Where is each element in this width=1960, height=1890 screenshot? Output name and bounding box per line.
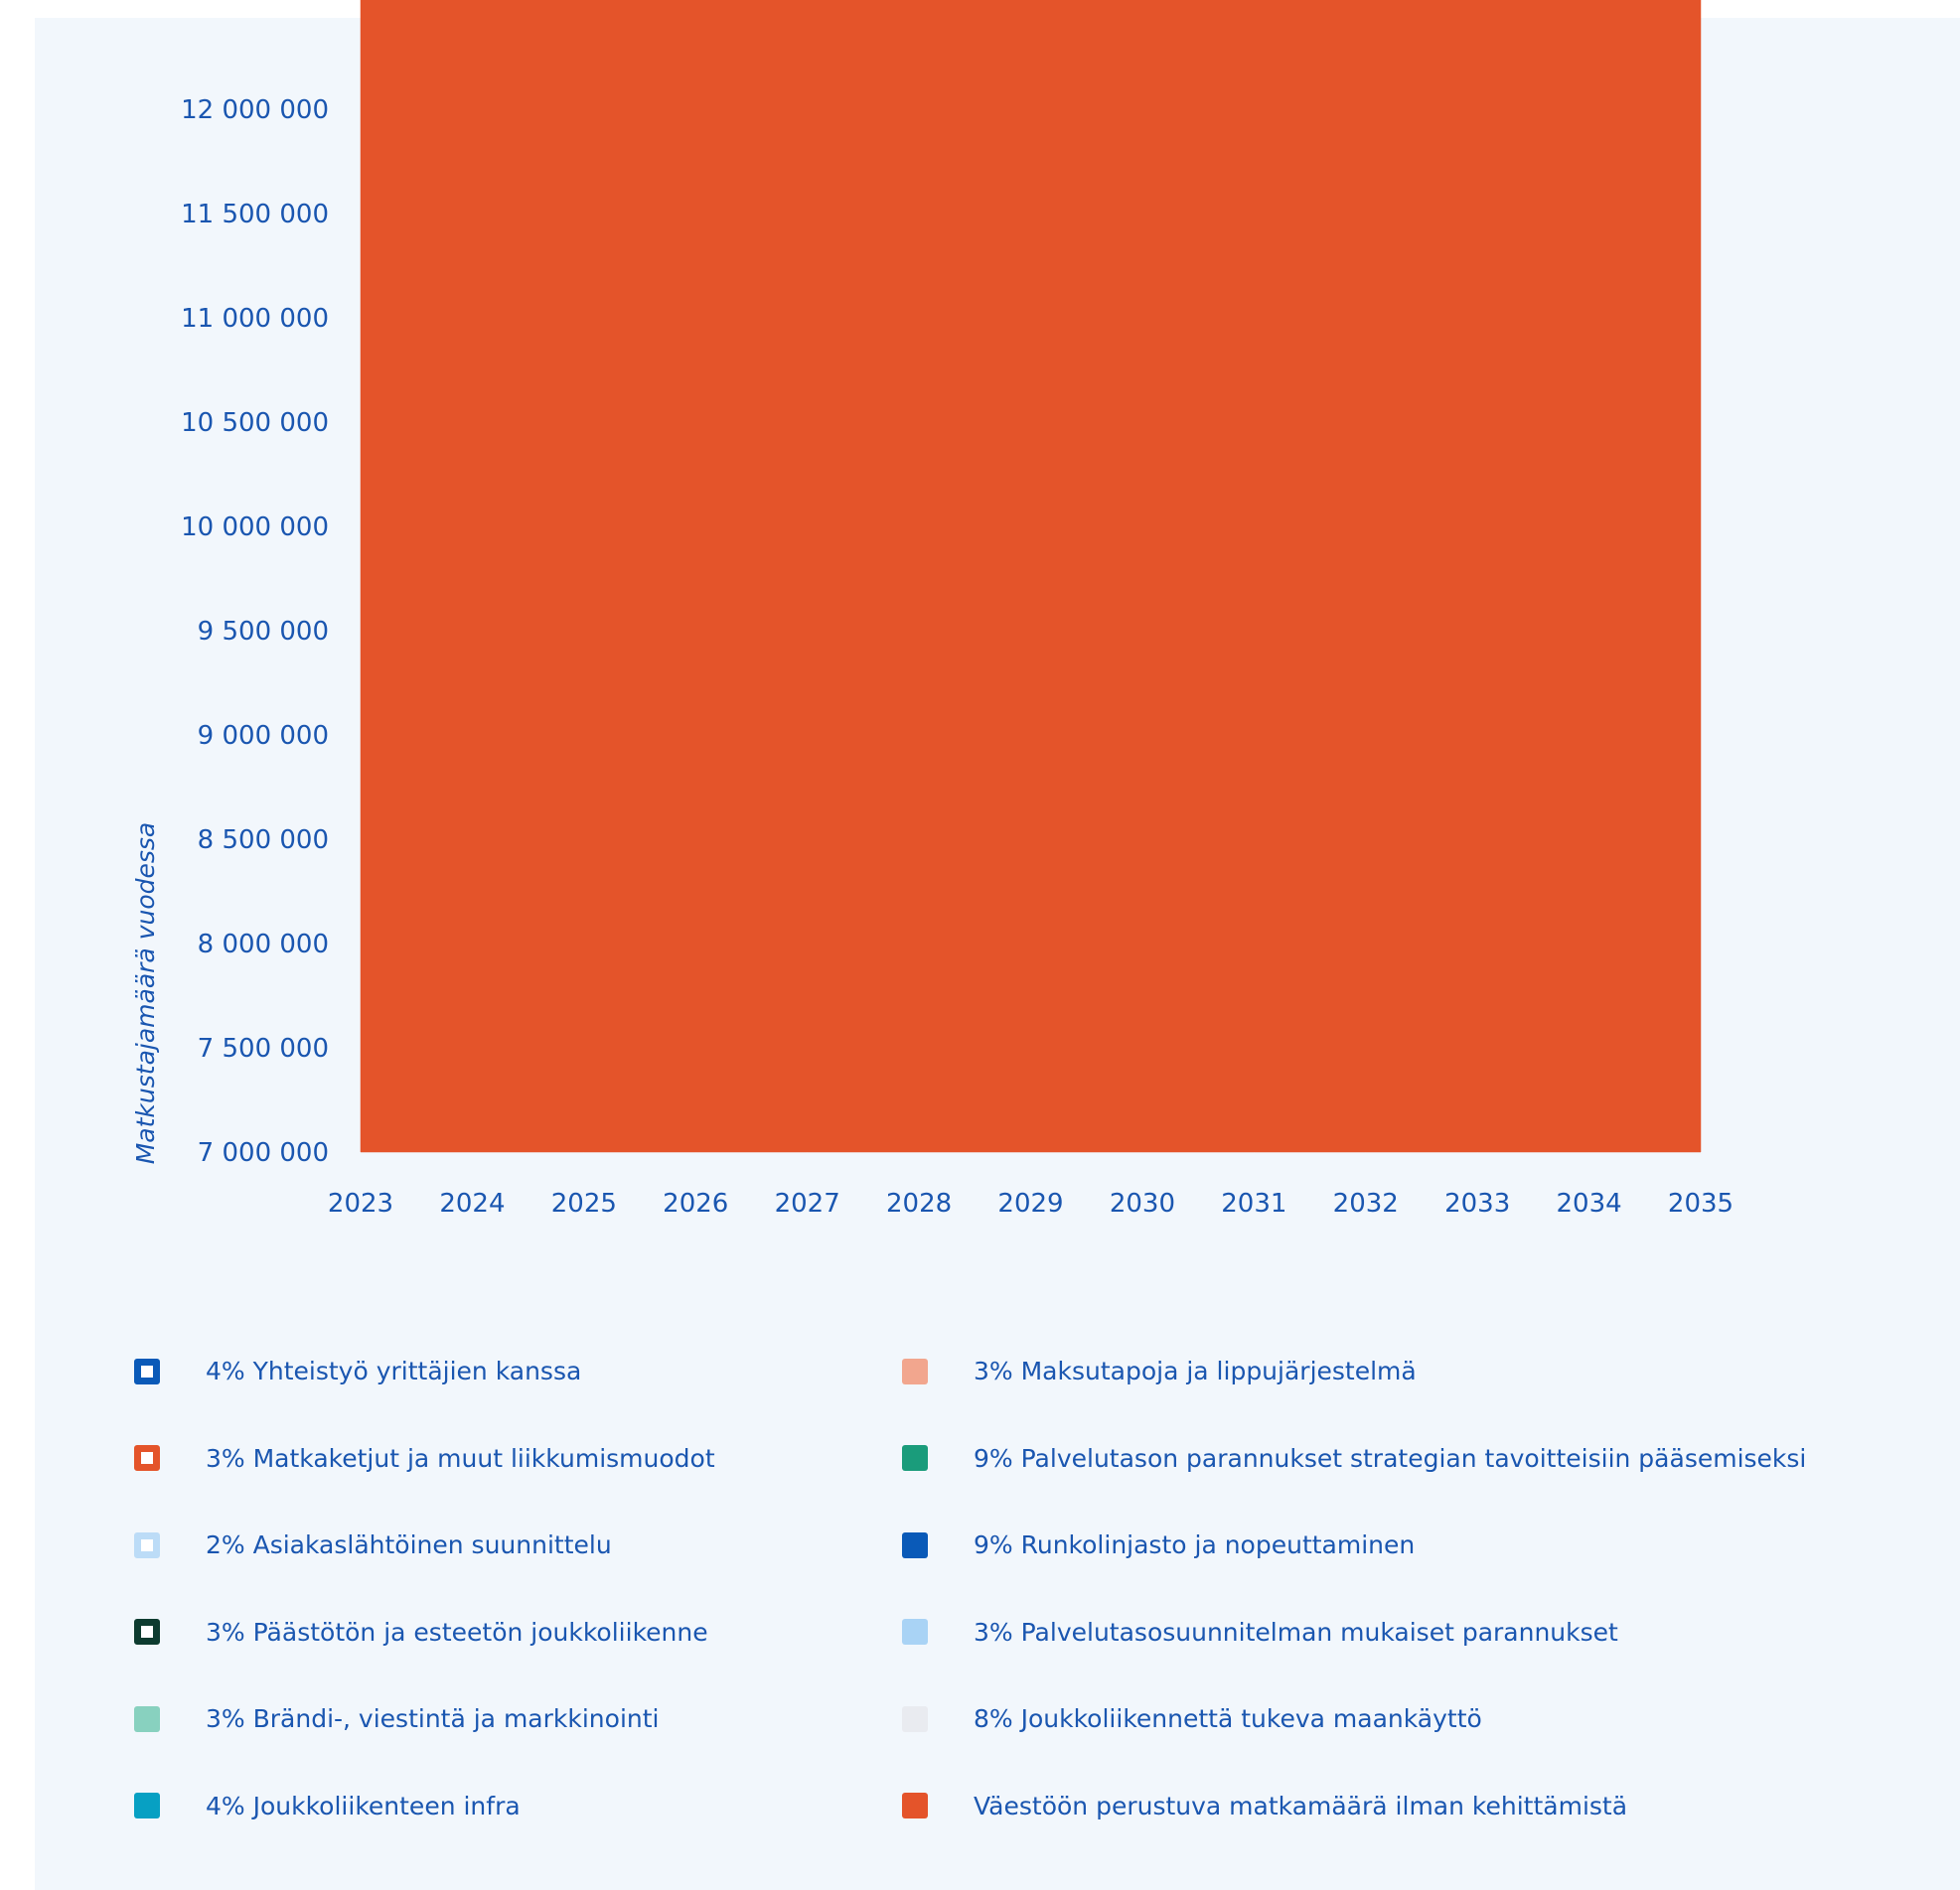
y-tick-label: 11 500 000	[181, 200, 329, 229]
x-tick-label: 2025	[551, 1189, 617, 1219]
x-tick-label: 2032	[1333, 1189, 1399, 1219]
x-tick-label: 2030	[1110, 1189, 1175, 1219]
x-tick-label: 2028	[886, 1189, 952, 1219]
y-tick-label: 8 500 000	[198, 825, 329, 855]
y-axis: 7 000 000 7 500 000 8 000 000 8 500 000 9 00…	[181, 95, 329, 1168]
y-tick-label: 9 000 000	[198, 721, 329, 751]
y-axis-label: Matkustajamäärä vuodessa	[131, 822, 160, 1165]
y-tick-label: 12 000 000	[181, 95, 329, 125]
series-area-1	[360, 0, 1702, 1153]
x-axis: 2023 2024 2025 2026 2027 2028 2029 2030 2031 2032…	[328, 1189, 1734, 1219]
y-tick-label: 10 500 000	[181, 408, 329, 438]
y-tick-label: 7 000 000	[198, 1138, 329, 1168]
x-tick-label: 2023	[328, 1189, 393, 1219]
x-tick-label: 2034	[1556, 1189, 1621, 1219]
y-tick-label: 9 500 000	[198, 617, 329, 647]
x-tick-label: 2035	[1668, 1189, 1734, 1219]
y-tick-label: 11 000 000	[181, 304, 329, 334]
y-tick-label: 7 500 000	[198, 1034, 329, 1064]
x-tick-label: 2026	[663, 1189, 728, 1219]
x-tick-label: 2031	[1221, 1189, 1286, 1219]
x-tick-label: 2027	[775, 1189, 840, 1219]
x-tick-label: 2029	[997, 1189, 1063, 1219]
series-areas	[360, 0, 1702, 1153]
y-tick-label: 8 000 000	[198, 930, 329, 959]
x-tick-label: 2033	[1444, 1189, 1510, 1219]
y-tick-label: 10 000 000	[181, 512, 329, 542]
x-tick-label: 2024	[439, 1189, 505, 1219]
